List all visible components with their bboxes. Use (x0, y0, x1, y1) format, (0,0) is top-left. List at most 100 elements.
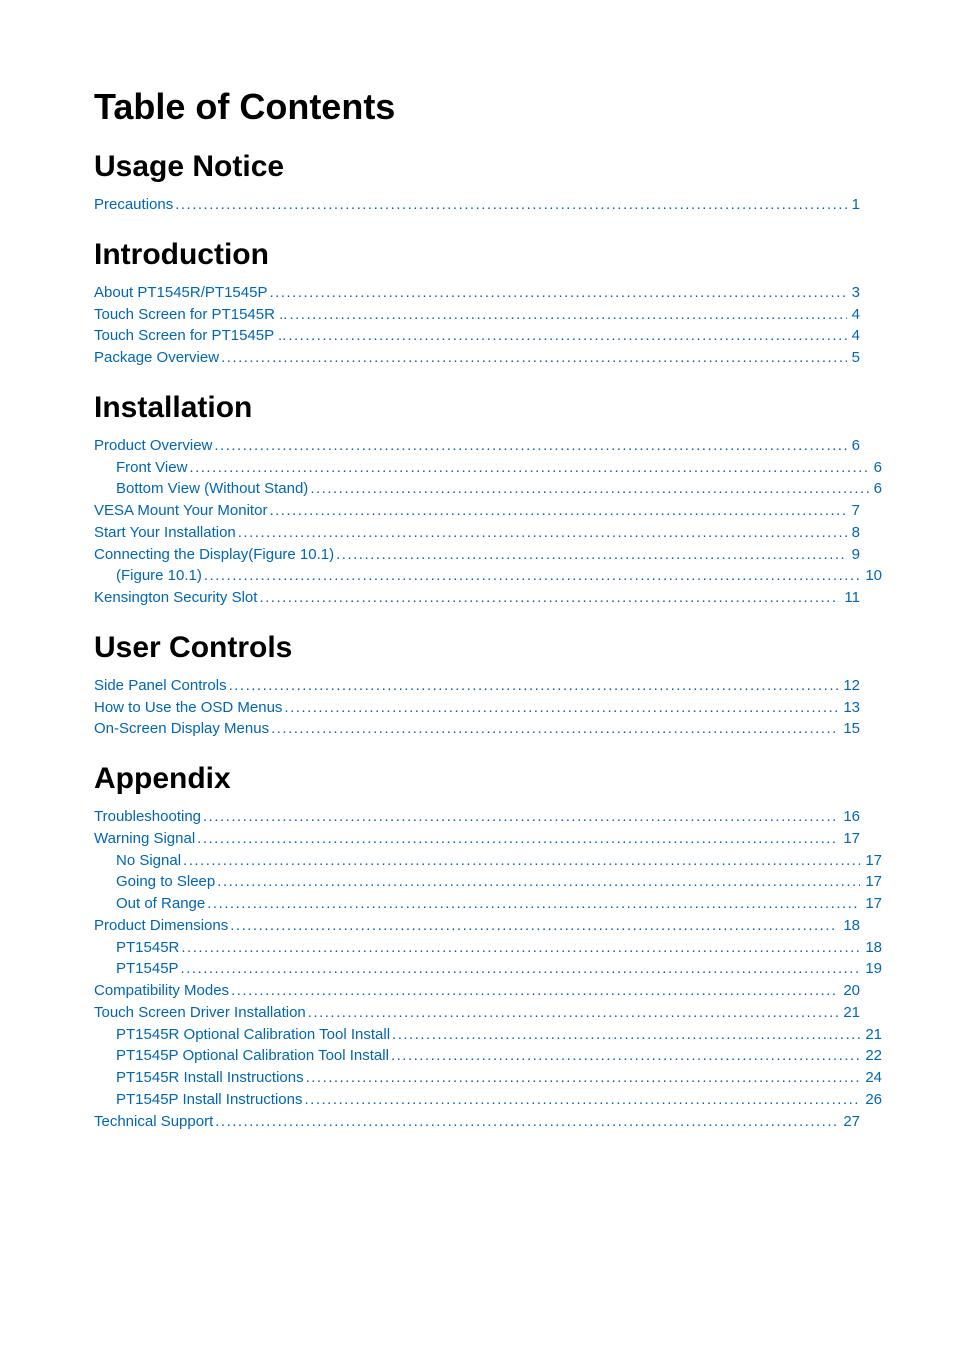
toc-entry-label: PT1545R (116, 937, 179, 959)
section-title: Usage Notice (94, 150, 860, 184)
toc-entry-page: 17 (862, 871, 882, 893)
section-title: Installation (94, 391, 860, 425)
toc-entry[interactable]: No Signal 17 (94, 850, 882, 872)
toc-entry-page: 19 (862, 958, 882, 980)
toc-entry[interactable]: Touch Screen for PT1545R .. 4 (94, 304, 860, 326)
toc-entry-label: How to Use the OSD Menus (94, 697, 282, 719)
toc-entry-label: Out of Range (116, 893, 205, 915)
toc-entry-page: 10 (862, 565, 882, 587)
toc-entry-page: 6 (871, 478, 882, 500)
toc-entry-page: 3 (849, 282, 860, 304)
toc-entry-page: 17 (862, 850, 882, 872)
toc-entry-label: Going to Sleep (116, 871, 215, 893)
toc-dot-leader (181, 958, 861, 980)
toc-entry[interactable]: Kensington Security Slot 11 (94, 587, 860, 609)
toc-entry[interactable]: Precautions 1 (94, 194, 860, 216)
toc-entry[interactable]: Package Overview 5 (94, 347, 860, 369)
toc-entry[interactable]: How to Use the OSD Menus 13 (94, 697, 860, 719)
toc-entry[interactable]: (Figure 10.1) 10 (94, 565, 882, 587)
toc-entry[interactable]: On-Screen Display Menus 15 (94, 718, 860, 740)
toc-entry[interactable]: Troubleshooting 16 (94, 806, 860, 828)
toc-entry-label: Bottom View (Without Stand) (116, 478, 308, 500)
toc-entry[interactable]: PT1545P Optional Calibration Tool Instal… (94, 1045, 882, 1067)
toc-entry[interactable]: Start Your Installation 8 (94, 522, 860, 544)
toc-dot-leader (392, 1024, 860, 1046)
toc-dot-leader (204, 565, 860, 587)
toc-entry[interactable]: About PT1545R/PT1545P 3 (94, 282, 860, 304)
toc-dot-leader (181, 937, 860, 959)
toc-entry[interactable]: Out of Range 17 (94, 893, 882, 915)
toc-entry-label: Package Overview (94, 347, 219, 369)
toc-entry-page: 8 (849, 522, 860, 544)
toc-entry-label: Touch Screen for PT1545P .. (94, 325, 286, 347)
toc-dot-leader (306, 1067, 861, 1089)
toc-entry-page: 4 (849, 304, 860, 326)
toc-entry-page: 9 (849, 544, 860, 566)
toc-dot-leader (229, 675, 839, 697)
toc-dot-leader (269, 282, 846, 304)
toc-entry-page: 1 (849, 194, 860, 216)
toc-section: User Controls Side Panel Controls 12How t… (94, 631, 860, 740)
toc-dot-leader (207, 893, 860, 915)
toc-entry-page: 13 (840, 697, 860, 719)
toc-dot-leader (288, 325, 846, 347)
toc-entry[interactable]: Compatibility Modes 20 (94, 980, 860, 1002)
toc-entry[interactable]: Going to Sleep 17 (94, 871, 882, 893)
toc-entry-label: Kensington Security Slot (94, 587, 257, 609)
toc-entry-page: 17 (840, 828, 860, 850)
toc-entry[interactable]: Touch Screen Driver Installation 21 (94, 1002, 860, 1024)
toc-dot-leader (259, 587, 839, 609)
toc-entry-label: PT1545R Optional Calibration Tool Instal… (116, 1024, 390, 1046)
toc-entry[interactable]: Warning Signal 17 (94, 828, 860, 850)
toc-dot-leader (238, 522, 847, 544)
toc-entry[interactable]: PT1545R Install Instructions 24 (94, 1067, 882, 1089)
toc-section: IntroductionAbout PT1545R/PT1545P 3Touch… (94, 238, 860, 369)
toc-dot-leader (203, 806, 838, 828)
toc-section: Installation Product Overview 6Front View… (94, 391, 860, 609)
toc-entry[interactable]: PT1545R 18 (94, 937, 882, 959)
toc-entry-page: 12 (840, 675, 860, 697)
section-title: User Controls (94, 631, 860, 665)
toc-entry-label: Product Overview (94, 435, 212, 457)
toc-entry-page: 7 (849, 500, 860, 522)
toc-entry[interactable]: Side Panel Controls 12 (94, 675, 860, 697)
toc-entry-page: 21 (840, 1002, 860, 1024)
toc-entry-label: Precautions (94, 194, 173, 216)
toc-dot-leader (289, 304, 846, 326)
toc-dot-leader (271, 718, 838, 740)
toc-section: Usage Notice Precautions 1 (94, 150, 860, 216)
toc-entry[interactable]: Connecting the Display(Figure 10.1) 9 (94, 544, 860, 566)
toc-entry-label: PT1545P Optional Calibration Tool Instal… (116, 1045, 389, 1067)
toc-entry-page: 5 (849, 347, 860, 369)
toc-entry-page: 11 (841, 587, 860, 609)
toc-entry-label: Front View (116, 457, 187, 479)
toc-entry-page: 17 (862, 893, 882, 915)
toc-dot-leader (189, 457, 868, 479)
toc-entry-label: Touch Screen Driver Installation (94, 1002, 306, 1024)
toc-entry[interactable]: PT1545R Optional Calibration Tool Instal… (94, 1024, 882, 1046)
toc-entry[interactable]: Bottom View (Without Stand) 6 (94, 478, 882, 500)
toc-entry-label: PT1545P Install Instructions (116, 1089, 303, 1111)
toc-entry[interactable]: Technical Support 27 (94, 1111, 860, 1133)
toc-dot-leader (284, 697, 838, 719)
toc-entry[interactable]: PT1545P 19 (94, 958, 882, 980)
toc-entry-label: Technical Support (94, 1111, 213, 1133)
toc-entry-page: 4 (849, 325, 860, 347)
toc-entry-page: 18 (862, 937, 882, 959)
toc-dot-leader (214, 435, 846, 457)
toc-dot-leader (175, 194, 846, 216)
toc-entry[interactable]: Touch Screen for PT1545P .. 4 (94, 325, 860, 347)
toc-entry-label: Connecting the Display(Figure 10.1) (94, 544, 334, 566)
document-page: Table of Contents Usage Notice Precaution… (0, 0, 954, 1350)
toc-entry[interactable]: PT1545P Install Instructions 26 (94, 1089, 882, 1111)
toc-entry-page: 18 (840, 915, 860, 937)
toc-entry-page: 26 (862, 1089, 882, 1111)
toc-entry[interactable]: Front View 6 (94, 457, 882, 479)
page-title: Table of Contents (94, 86, 860, 128)
toc-dot-leader (305, 1089, 861, 1111)
toc-entry[interactable]: VESA Mount Your Monitor 7 (94, 500, 860, 522)
toc-entry-page: 21 (862, 1024, 882, 1046)
toc-entry[interactable]: Product Dimensions 18 (94, 915, 860, 937)
toc-entry[interactable]: Product Overview 6 (94, 435, 860, 457)
toc-entry-label: Compatibility Modes (94, 980, 229, 1002)
